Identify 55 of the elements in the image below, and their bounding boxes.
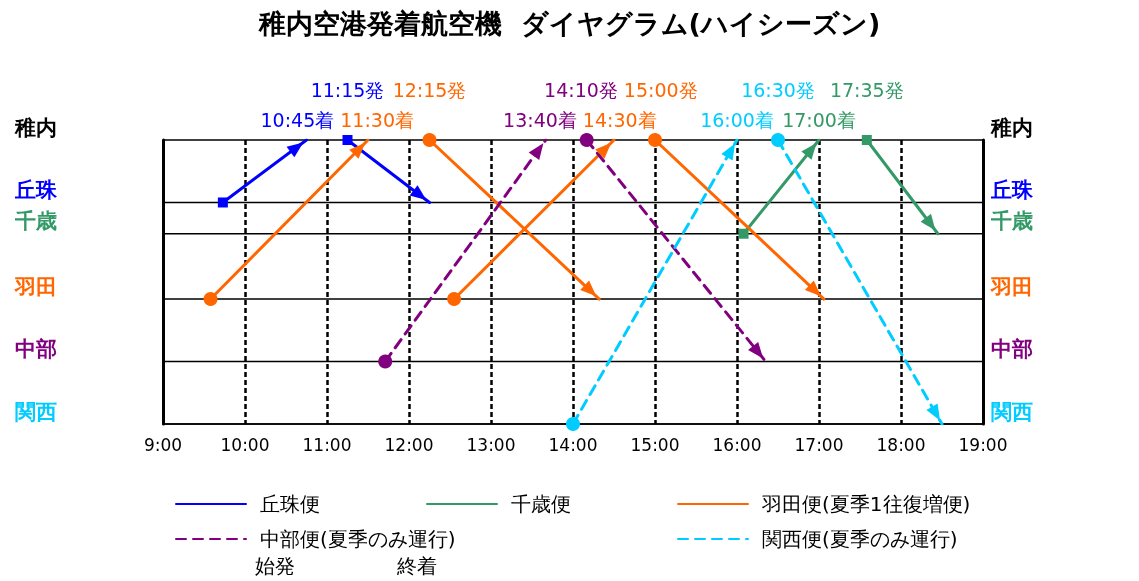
point [342,135,353,145]
annotation: 15:00発 [623,79,698,101]
annotation: 14:10発 [544,79,618,101]
annotation: 10:45着 [260,109,335,131]
annotation: 17:00着 [782,109,856,131]
x-tick-label: 18:00 [876,434,926,455]
point [217,197,228,208]
x-tick-label: 17:00 [794,434,844,455]
chart-title: 稚内空港発着航空機 ダイヤグラム(ハイシーズン) [257,8,881,39]
text: 中部 [15,337,57,362]
x-tick-label: 12:00 [384,434,434,455]
point [861,135,872,145]
legend-label: 中部便(夏季のみ運行) [260,527,456,551]
x-tick-label: 15:00 [630,434,680,455]
annotation: 11:30着 [340,109,415,131]
point [422,133,437,147]
x-tick-label: 16:00 [712,434,762,455]
x-tick-label: 9:00 [143,434,183,455]
legend-label: 丘珠便 [260,492,320,516]
point [447,292,462,307]
ref-line-label: 稚内 [990,115,1033,140]
x-tick-label: 11:00 [302,434,352,455]
annotation: 16:30発 [741,79,815,101]
point [738,228,749,239]
ref-line-label: 羽田 [990,274,1033,299]
point [566,417,580,431]
point [203,292,218,307]
point [378,354,393,369]
text: 始発 [255,554,295,578]
x-tick-label: 14:00 [548,434,598,455]
point [579,133,594,147]
ref-line-label: 関西 [991,399,1033,424]
legend-label: 千歳便 [511,492,571,516]
legend-label: 羽田便(夏季1往復増便) [761,492,971,516]
x-tick-label: 19:00 [958,434,1008,455]
text: 終着 [396,554,437,578]
annotation: 16:00着 [700,109,774,131]
ref-line-label: 丘珠 [990,177,1034,202]
annotation: 11:15発 [310,79,385,101]
text: 羽田 [15,274,57,299]
annotation: 12:15発 [392,79,467,101]
annotation: 17:35発 [829,79,904,101]
legend-label: 関西便(夏季のみ運行) [762,527,958,551]
x-tick-label: 10:00 [220,434,270,455]
point [771,133,785,147]
x-tick-label: 13:00 [466,434,516,455]
text: 稚内 [15,115,57,140]
text: 千歳 [15,209,57,234]
ref-line-label: 千歳 [990,209,1033,234]
annotation: 14:30着 [582,109,657,131]
text: 丘珠 [15,177,57,202]
point [648,133,662,147]
ref-line-label: 中部 [991,337,1033,362]
annotation: 13:40着 [503,109,577,131]
text: 関西 [15,399,57,424]
